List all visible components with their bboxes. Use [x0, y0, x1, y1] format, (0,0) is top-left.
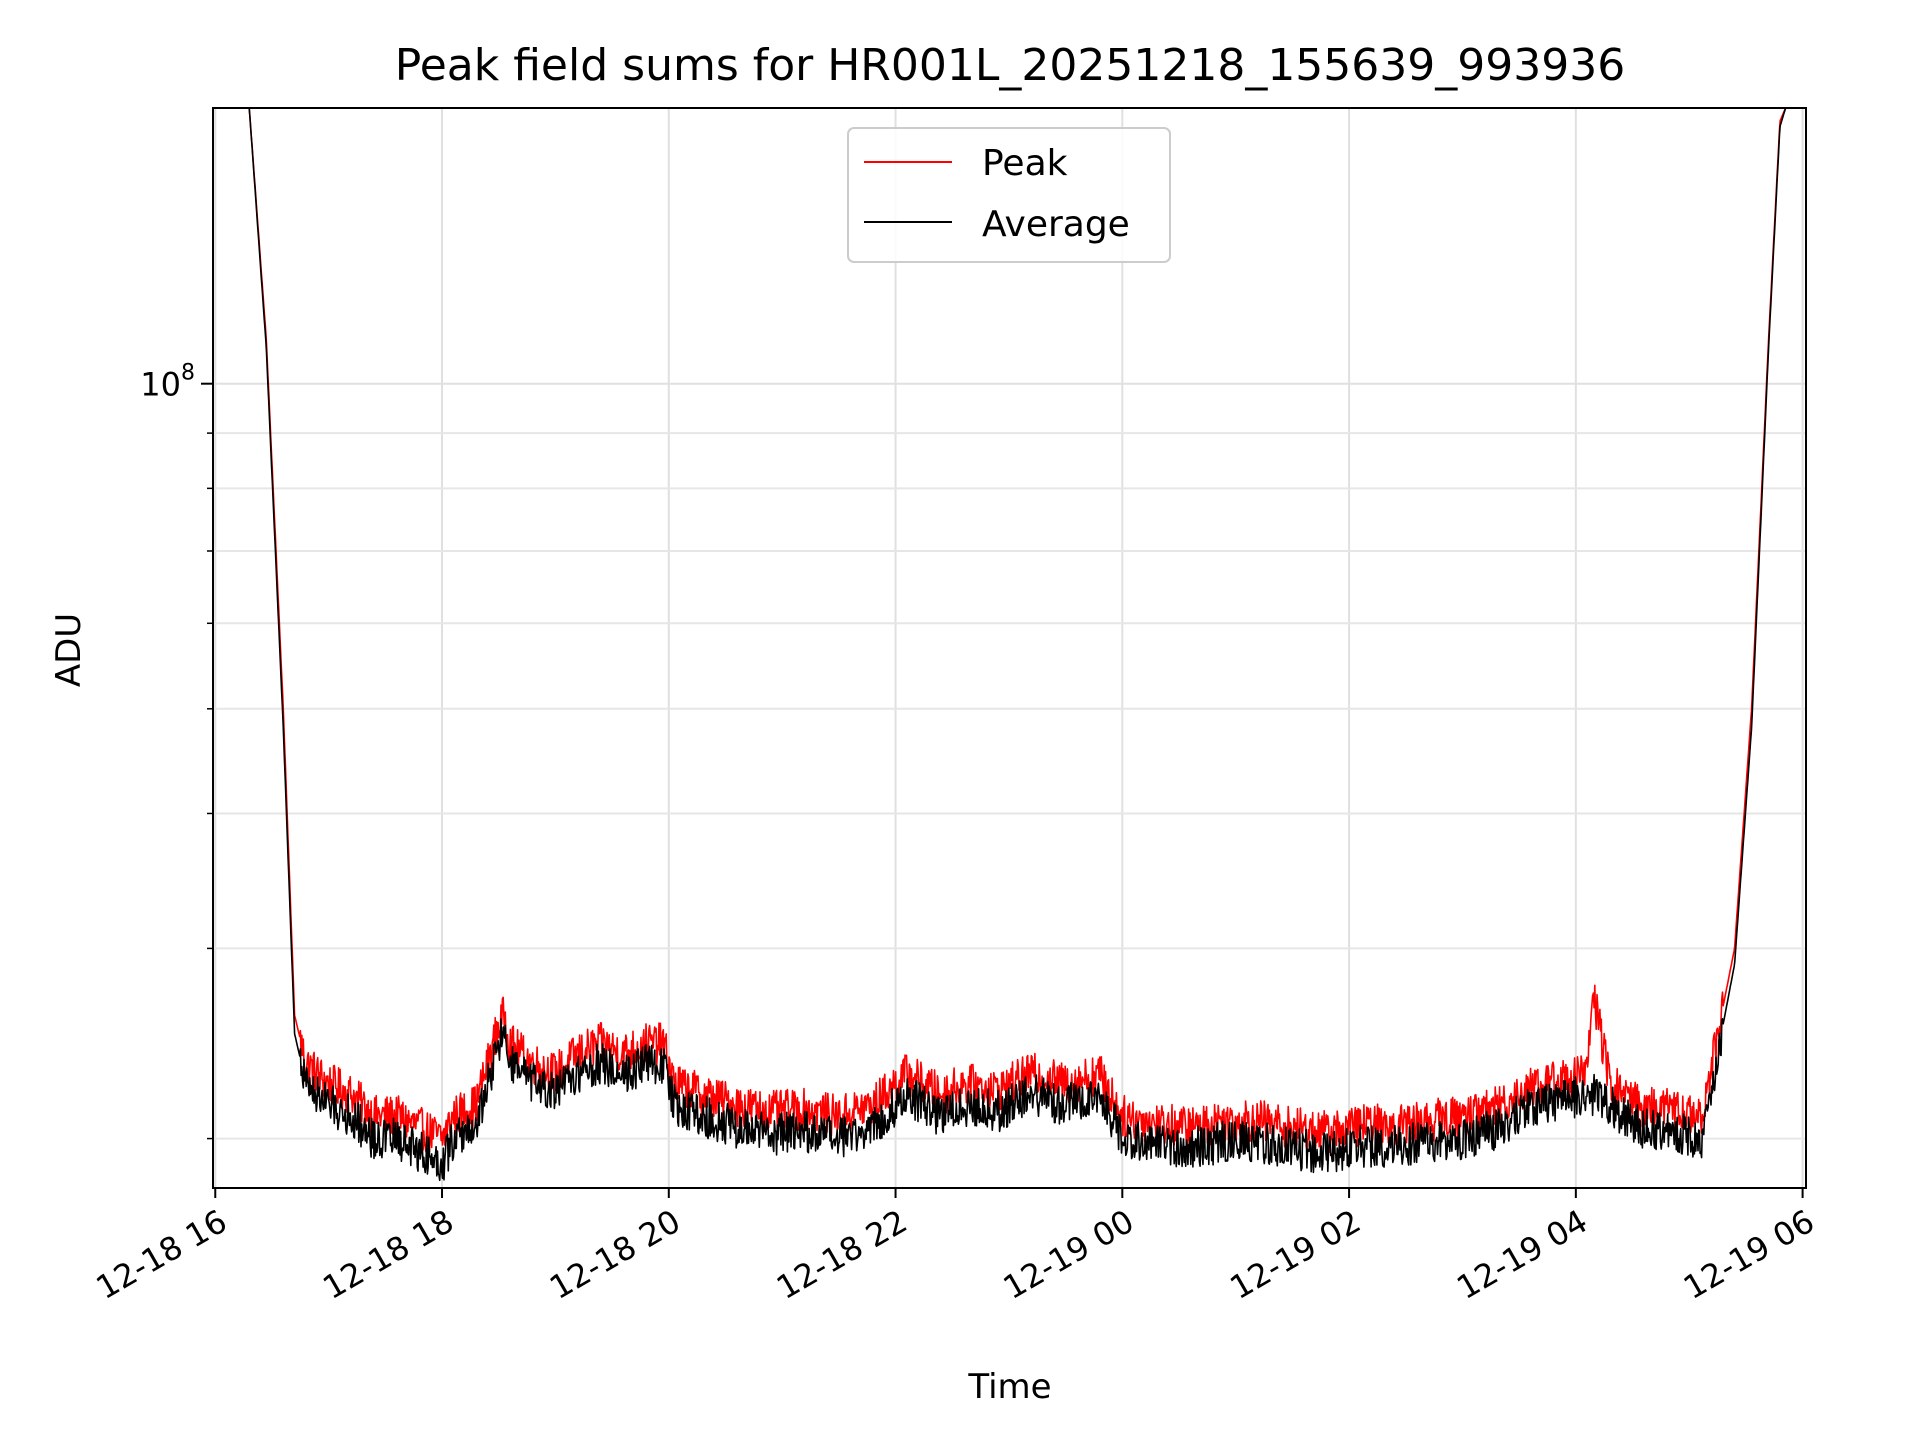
y-tick-label-base: 10 [140, 366, 181, 404]
legend-average-label: Average [982, 204, 1130, 245]
legend: Peak Average [847, 127, 1171, 263]
y-axis-label: ADU [49, 613, 89, 687]
series-line-average [215, 108, 1803, 1182]
y-tick-label: 108 [140, 361, 195, 404]
plot-frame [212, 107, 1807, 1189]
grid-layer [213, 108, 1806, 1188]
series-layer [215, 108, 1803, 1182]
y-tick-label-exponent: 8 [181, 361, 195, 386]
chart-title: Peak field sums for HR001L_20251218_1556… [395, 40, 1626, 91]
legend-peak-label: Peak [982, 143, 1068, 184]
series-line-peak [215, 108, 1803, 1154]
x-axis-label: Time [967, 1367, 1051, 1407]
